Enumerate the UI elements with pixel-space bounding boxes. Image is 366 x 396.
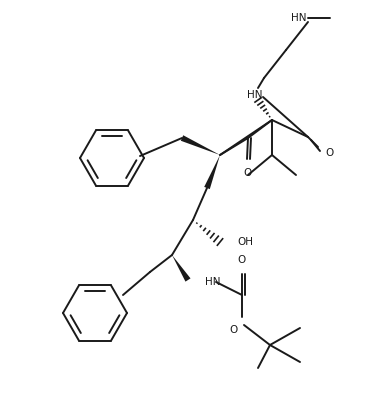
Text: OH: OH: [237, 237, 253, 247]
Text: O: O: [244, 168, 252, 178]
Polygon shape: [172, 255, 191, 282]
Text: HN: HN: [247, 90, 262, 100]
Text: O: O: [230, 325, 238, 335]
Text: O: O: [326, 148, 334, 158]
Polygon shape: [181, 135, 220, 155]
Text: HN: HN: [205, 277, 220, 287]
Text: HN: HN: [291, 13, 306, 23]
Polygon shape: [204, 155, 220, 189]
Text: O: O: [238, 255, 246, 265]
